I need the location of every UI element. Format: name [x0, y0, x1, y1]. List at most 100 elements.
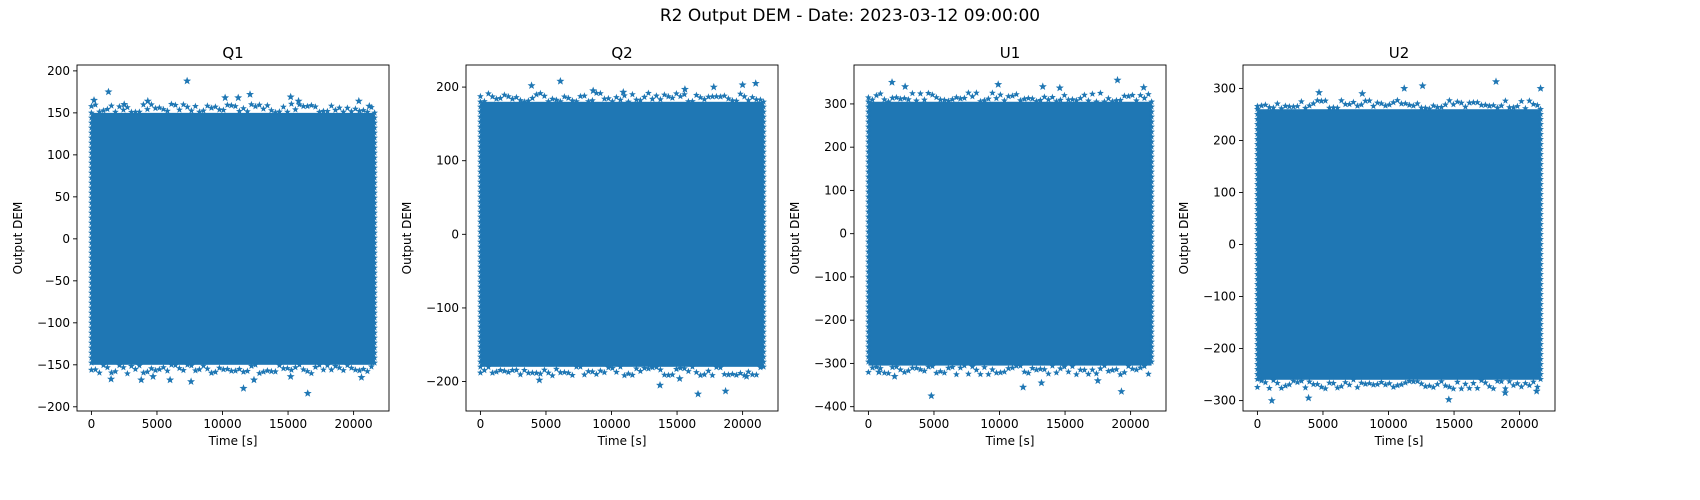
scatter-point — [733, 371, 740, 378]
scatter-point — [88, 319, 95, 326]
scatter-point — [1254, 110, 1261, 118]
scatter-point — [477, 153, 484, 160]
scatter-point — [1537, 270, 1544, 278]
scatter-point — [1537, 285, 1544, 293]
scatter-point — [913, 97, 920, 104]
scatter-point — [760, 363, 767, 370]
scatter-point — [1342, 378, 1349, 386]
scatter-point — [312, 103, 319, 110]
scatter-point — [96, 108, 103, 115]
scatter-point — [1148, 293, 1155, 300]
scatter-point — [477, 138, 484, 145]
scatter-point — [1057, 365, 1064, 372]
scatter-point — [573, 363, 580, 370]
scatter-point — [1093, 376, 1102, 385]
scatter-point — [1254, 135, 1261, 143]
scatter-point — [1148, 243, 1155, 250]
scatter-point — [1278, 384, 1285, 391]
scatter-point — [760, 288, 767, 295]
scatter-point — [1254, 290, 1261, 298]
scatter-point — [1514, 102, 1521, 110]
scatter-point — [1422, 382, 1429, 390]
scatter-point — [1005, 364, 1012, 372]
scatter-point — [1537, 190, 1544, 198]
scatter-point — [717, 93, 724, 100]
scatter-point — [1254, 180, 1261, 188]
scatter-point — [340, 366, 347, 374]
scatter-point — [1254, 155, 1261, 163]
scatter-point — [1021, 95, 1028, 102]
scatter-point — [1148, 313, 1155, 320]
scatter-point — [180, 101, 187, 108]
scatter-point — [1254, 130, 1261, 138]
scatter-point — [981, 96, 988, 104]
scatter-point — [477, 358, 484, 365]
scatter-point — [865, 298, 872, 305]
scatter-point — [905, 96, 912, 103]
scatter-point — [669, 94, 676, 101]
scatter-point — [477, 148, 484, 155]
scatter-point — [1537, 120, 1544, 128]
scatter-point — [1254, 295, 1261, 303]
scatter-point — [760, 253, 767, 260]
scatter-point — [865, 108, 872, 115]
scatter-point — [709, 82, 718, 91]
scatter-point — [760, 213, 767, 220]
scatter-point — [585, 97, 592, 105]
scatter-point — [1478, 101, 1485, 108]
scatter-point — [477, 218, 484, 225]
scatter-point — [1117, 371, 1124, 378]
scatter-point — [1434, 380, 1441, 388]
scatter-point — [1537, 200, 1544, 208]
scatter-point — [865, 123, 872, 130]
scatter-point — [1537, 235, 1544, 243]
scatter-point — [969, 92, 976, 100]
scatter-point — [760, 323, 767, 330]
scatter-point — [1470, 379, 1477, 387]
y-axis-label: Output DEM — [400, 202, 414, 275]
scatter-point — [1065, 368, 1072, 375]
scatter-point — [685, 367, 692, 375]
scatter-point — [477, 143, 484, 150]
scatter-point — [865, 113, 872, 120]
scatter-point — [477, 103, 484, 110]
scatter-point — [865, 143, 872, 150]
scatter-point — [252, 102, 259, 110]
scatter-point — [1366, 97, 1373, 104]
scatter-point — [1254, 335, 1261, 343]
scatter-point — [1498, 102, 1505, 109]
scatter-point — [637, 96, 644, 104]
scatter-point — [893, 93, 900, 101]
scatter-point — [865, 208, 872, 215]
scatter-point — [661, 91, 668, 98]
scatter-point — [865, 148, 872, 155]
scatter-point — [88, 344, 95, 351]
scatter-point — [224, 365, 231, 372]
scatter-point — [1537, 240, 1544, 248]
scatter-point — [521, 98, 528, 105]
scatter-point — [565, 94, 572, 101]
scatter-point — [865, 303, 872, 310]
figure-title: R2 Output DEM - Date: 2023-03-12 09:00:0… — [659, 6, 1041, 26]
scatter-band — [1257, 109, 1541, 380]
scatter-point — [625, 98, 632, 105]
x-tick-label: 15000 — [269, 417, 307, 431]
scatter-point — [1537, 170, 1544, 178]
scatter-point — [1254, 355, 1261, 363]
scatter-point — [88, 349, 95, 356]
scatter-point — [477, 198, 484, 205]
scatter-point — [216, 364, 223, 371]
scatter-point — [1148, 258, 1155, 265]
scatter-point — [1330, 379, 1337, 387]
scatter-point — [1148, 223, 1155, 230]
x-tick-label: 10000 — [203, 417, 241, 431]
scatter-point — [320, 366, 327, 373]
scatter-point — [88, 189, 95, 196]
scatter-point — [1430, 102, 1437, 109]
scatter-point — [1029, 364, 1036, 372]
scatter-point — [621, 371, 628, 379]
y-tick-label: 100 — [47, 148, 70, 162]
scatter-point — [885, 369, 892, 377]
scatter-point — [352, 366, 359, 373]
x-tick-label: 5000 — [142, 417, 173, 431]
